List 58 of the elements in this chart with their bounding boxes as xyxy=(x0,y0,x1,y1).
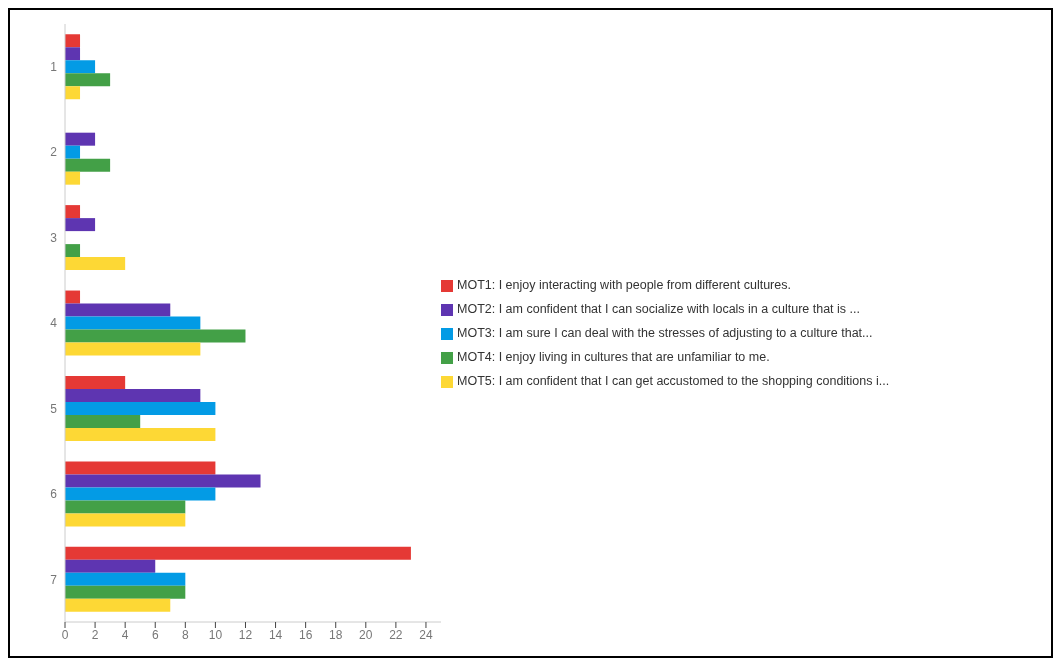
bar xyxy=(65,171,81,185)
bar xyxy=(65,342,201,356)
bar xyxy=(65,290,81,304)
y-tick-label: 3 xyxy=(50,230,58,245)
bar xyxy=(65,572,186,586)
bar xyxy=(65,401,216,415)
bar xyxy=(65,513,186,527)
bar xyxy=(65,244,81,258)
x-tick-label: 20 xyxy=(359,627,373,642)
x-tick-label: 22 xyxy=(389,627,403,642)
bar xyxy=(65,388,201,402)
bar xyxy=(65,205,81,219)
x-tick-label: 4 xyxy=(121,627,129,642)
bar xyxy=(65,546,411,560)
bar xyxy=(65,414,141,428)
bar xyxy=(65,598,171,612)
bar xyxy=(65,375,126,389)
bar xyxy=(65,145,81,159)
bar xyxy=(65,60,96,74)
legend-label: MOT4: I enjoy living in cultures that are unfamiliar to me. xyxy=(457,350,770,364)
bar xyxy=(65,34,81,48)
bar xyxy=(65,474,261,488)
bar xyxy=(65,158,111,172)
bar xyxy=(65,427,216,441)
bar xyxy=(65,132,96,146)
bar xyxy=(65,585,186,599)
legend-label: MOT2: I am confident that I can socialize with locals in a culture that is ... xyxy=(457,302,860,316)
bar xyxy=(65,73,111,87)
bar xyxy=(65,559,156,573)
x-tick-label: 2 xyxy=(91,627,99,642)
legend-label: MOT3: I am sure I can deal with the stresses of adjusting to a culture that... xyxy=(457,326,873,340)
bar xyxy=(65,487,216,501)
bar xyxy=(65,316,201,330)
bar xyxy=(65,329,246,343)
bar xyxy=(65,47,81,61)
bar xyxy=(65,303,171,317)
y-tick-label: 5 xyxy=(50,401,58,416)
y-tick-label: 1 xyxy=(50,59,58,74)
x-tick-label: 12 xyxy=(238,627,253,642)
legend-label: MOT1: I enjoy interacting with people from different cultures. xyxy=(457,278,791,292)
bar xyxy=(65,218,96,232)
bar xyxy=(65,257,126,271)
x-tick-label: 14 xyxy=(268,627,283,642)
x-tick-label: 0 xyxy=(61,627,69,642)
x-tick-label: 16 xyxy=(298,627,313,642)
x-tick-label: 24 xyxy=(419,627,433,642)
x-tick-label: 18 xyxy=(329,627,343,642)
bar xyxy=(65,461,216,475)
x-tick-label: 6 xyxy=(151,627,159,642)
y-tick-label: 4 xyxy=(50,316,58,331)
legend-label: MOT5: I am confident that I can get accustomed to the shopping conditions i... xyxy=(457,374,890,388)
x-tick-label: 10 xyxy=(208,627,223,642)
y-tick-label: 2 xyxy=(50,145,58,160)
y-tick-label: 6 xyxy=(50,487,58,502)
bar xyxy=(65,500,186,514)
x-tick-label: 8 xyxy=(181,627,189,642)
bar xyxy=(65,86,81,100)
y-tick-label: 7 xyxy=(50,572,58,587)
